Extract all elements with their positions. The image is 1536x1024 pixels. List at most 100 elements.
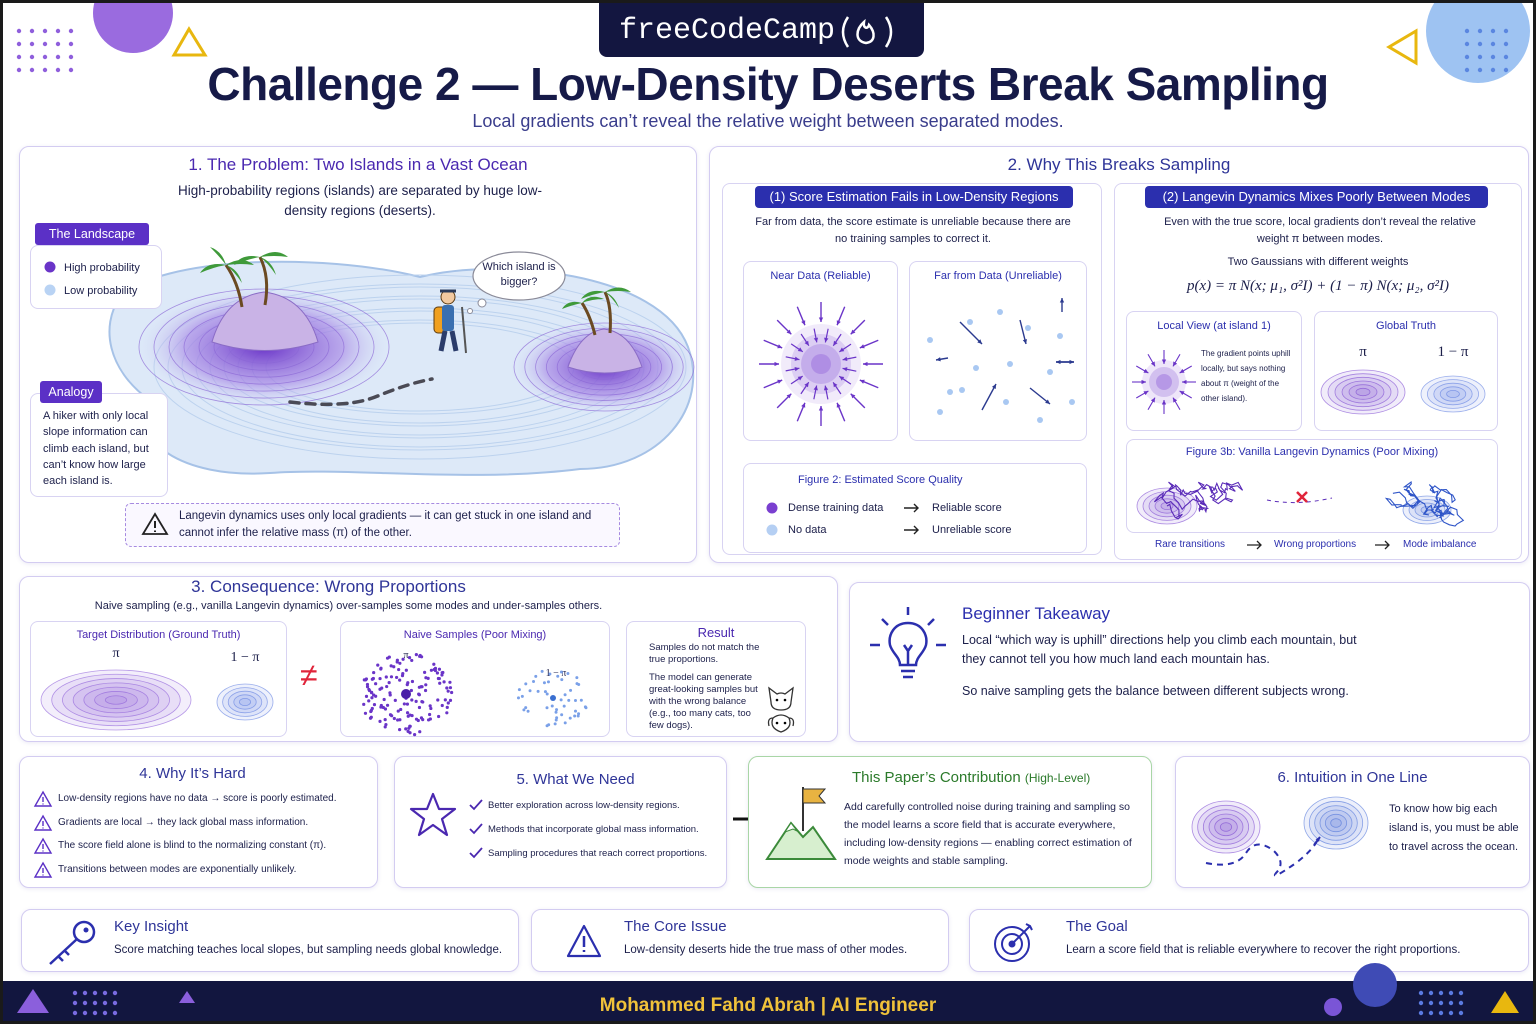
arrowhead [777,379,783,384]
decoration [224,264,244,308]
sample-dot [522,708,526,712]
takeaway-title: Beginner Takeaway [962,604,1111,623]
decoration [472,251,566,301]
sample-dot [401,657,405,661]
sample-dot [517,688,521,692]
decoration [802,788,827,804]
local-view-box: Local View (at island 1) The gradient po… [1126,311,1302,431]
decoration [92,990,98,996]
sample-dot [424,683,428,687]
page-title: Challenge 2 — Low-Density Deserts Break … [207,58,1329,110]
decoration [102,990,108,996]
sample-dot [545,724,549,728]
decoration [1490,41,1496,47]
intuition-panel: 6. Intuition in One Line To know how big… [1175,756,1530,888]
decoration [83,927,89,933]
summary-text: Score matching teaches local slopes, but… [114,944,503,956]
naive-box: Naive Samples (Poor Mixing) π 1 − π [340,621,610,737]
sample-dot [548,672,552,676]
figure-row-left: No data [788,524,827,536]
sample-dot [408,731,412,735]
summary-title: The Core Issue [624,918,727,935]
sample-dot [435,671,439,675]
sample-dot [437,714,441,719]
sample-dot [370,696,374,700]
decoration [783,721,787,725]
arrowhead [1143,391,1149,396]
summary-title: The Goal [1066,918,1128,935]
footer-credit: Mohammed Fahd Abrah | AI Engineer [599,995,937,1016]
brand-flame-icon [841,16,893,48]
decoration [112,1010,118,1016]
sample-dot [374,694,378,698]
intuition-text: To know how big each island is, you must… [1389,803,1519,853]
decoration [401,689,411,699]
figure-row-left: Dense training data [788,502,884,514]
sample-dot [428,704,432,708]
decoration [997,309,1003,315]
arrowhead [1161,400,1167,405]
decoration [1448,990,1454,996]
sample-dot [555,716,559,720]
sample-dot [442,680,446,684]
section-title: 1. The Problem: Two Islands in a Vast Oc… [188,155,528,174]
sample-dot [369,691,374,695]
decoration [767,714,795,733]
sample-dot [418,730,422,734]
sample-dot [362,702,366,706]
decoration [433,289,467,354]
decoration [1464,28,1509,73]
sample-dot [409,688,413,693]
list-item: Methods that incorporate global mass inf… [488,824,699,835]
sample-dot [394,675,399,680]
warning-icon [33,861,53,878]
decoration [901,644,915,679]
arrowhead [1173,397,1178,403]
problem-description: High-probability regions (islands) are s… [178,183,542,218]
sample-dot [382,697,386,702]
sample-dot [438,681,442,685]
arrowhead [824,337,829,343]
decoration [783,822,798,834]
why-breaks-panel: 2. Why This Breaks Sampling (1) Score Es… [709,146,1529,563]
decoration [1420,375,1486,413]
decoration [29,67,35,73]
decoration [49,938,78,965]
decoration [94,691,138,709]
decoration [68,54,74,60]
arrowhead [786,393,792,399]
sample-dot [433,668,437,673]
result-box: Result Samples do not match the true pro… [626,621,806,737]
sample-dot [388,693,392,697]
sample-dot [440,703,444,708]
page-subtitle: Local gradients can’t reveal the relativ… [472,111,1064,131]
sample-dot [410,658,414,663]
decoration [1069,399,1075,405]
decoration [469,823,483,835]
target-modes [40,669,274,731]
trajectory [1266,497,1333,504]
decoration [29,41,35,47]
sample-dot [387,680,391,685]
summary-card: The Core Issue Low-density deserts hide … [531,909,949,972]
sample-dot [405,702,410,706]
near-score-field [759,302,883,426]
warning-text: Langevin dynamics uses only local gradie… [179,510,592,539]
decoration [1149,367,1179,397]
takeaway-panel: Beginner Takeaway Local “which way is up… [849,582,1530,742]
decoration [566,924,602,958]
decoration [171,26,208,57]
decoration [1433,382,1473,406]
decoration [55,28,61,34]
arrowhead [797,347,803,352]
sample-dot [429,706,433,711]
decoration [1247,540,1390,550]
arrowhead [859,344,865,349]
sample-dot [370,706,374,711]
decoration [1427,379,1480,409]
box-title: Global Truth [1376,320,1436,332]
decoration [856,18,875,45]
sample-dot [532,680,536,684]
